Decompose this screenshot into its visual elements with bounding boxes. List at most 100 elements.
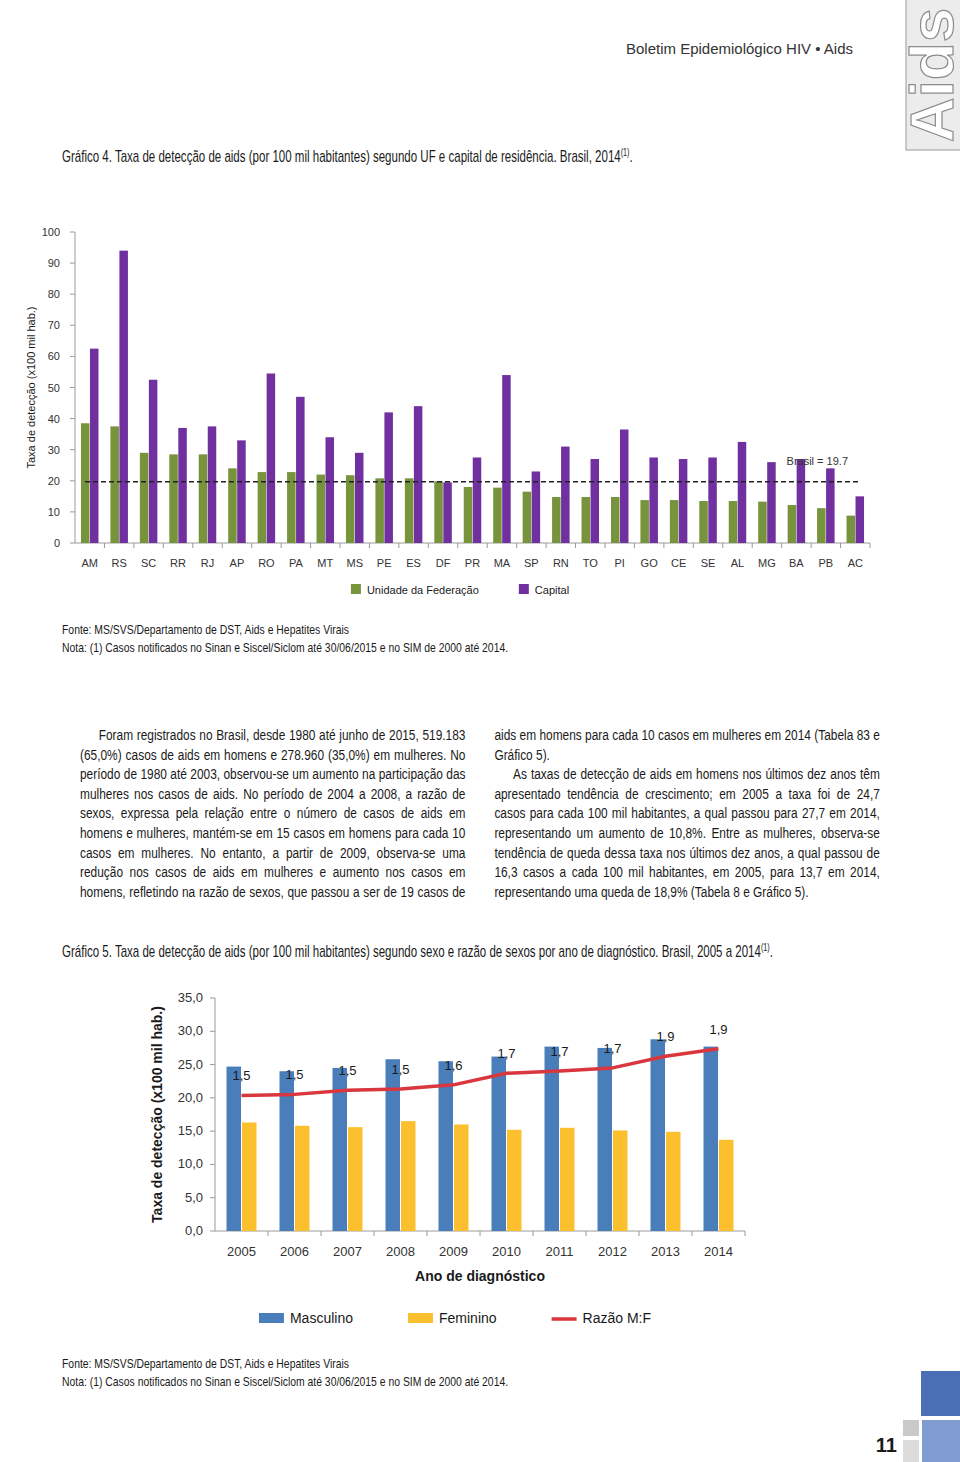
x-tick [163, 543, 164, 548]
bar [317, 475, 326, 543]
bar [729, 501, 738, 543]
x-tick-label: DF [436, 557, 451, 569]
x-tick-label: AP [230, 557, 245, 569]
bar [582, 497, 591, 543]
legend-swatch [408, 1313, 433, 1323]
x-tick-label: MG [758, 557, 776, 569]
x-tick [781, 543, 782, 548]
bar [473, 457, 482, 543]
x-tick-label: 2005 [227, 1244, 256, 1259]
bar [178, 428, 187, 543]
bar [699, 501, 708, 543]
y-tick [70, 387, 75, 388]
bar [228, 468, 237, 543]
bar [767, 462, 776, 543]
source: Fonte: MS/SVS/Departamento de DST, Aids … [62, 1356, 349, 1370]
bar [679, 459, 688, 543]
legend-swatch [259, 1313, 284, 1323]
data-label: 1,7 [497, 1046, 515, 1061]
y-tick [70, 480, 75, 481]
x-tick [586, 1231, 587, 1236]
data-label: 1,9 [709, 1022, 727, 1037]
x-tick [840, 543, 841, 548]
x-tick [133, 543, 134, 548]
note: Nota: (1) Casos notificados no Sinan e S… [62, 1374, 508, 1388]
x-tick [281, 543, 282, 548]
deco-square [922, 1420, 960, 1462]
note-group: Nota: (1) Casos notificados no Sinan e S… [62, 640, 508, 654]
x-tick [457, 543, 458, 548]
x-tick-label: RN [553, 557, 569, 569]
data-label: 1,7 [603, 1041, 621, 1056]
y-tick [210, 1097, 215, 1098]
x-tick-label: 2011 [546, 1244, 574, 1259]
x-tick [575, 543, 576, 548]
y-tick-label: 30,0 [178, 1023, 203, 1038]
bar [492, 1057, 507, 1231]
y-tick [210, 1231, 215, 1232]
bar [199, 454, 208, 543]
bar [704, 1047, 719, 1231]
note-group: Nota: (1) Casos notificados no Sinan e S… [62, 1374, 508, 1388]
y-tick [70, 543, 75, 544]
plot-marks [227, 1039, 734, 1231]
legend-label: Masculino [290, 1310, 353, 1326]
bar [242, 1122, 257, 1231]
x-tick [533, 1231, 534, 1236]
bar [454, 1124, 469, 1231]
y-tick-label: 5,0 [185, 1190, 203, 1205]
bar [386, 1059, 401, 1231]
body-text: Foram registrados no Brasil, desde 1980 … [80, 726, 880, 902]
y-tick-label: 25,0 [178, 1057, 203, 1072]
bar [434, 481, 443, 543]
bar [401, 1121, 416, 1231]
x-tick-label: RR [170, 557, 186, 569]
bar [598, 1048, 613, 1231]
y-tick [210, 1064, 215, 1065]
bar [797, 459, 806, 543]
x-tick [374, 1231, 375, 1236]
y-tick [70, 356, 75, 357]
chart-title: Gráfico 4. Taxa de detecção de aids (por… [62, 147, 633, 166]
legend-label: Unidade da Federação [367, 584, 479, 596]
bar [295, 1126, 310, 1231]
bar [267, 374, 276, 543]
y-tick-label: 0,0 [185, 1223, 203, 1238]
y-tick [70, 418, 75, 419]
y-tick-label: 35,0 [178, 990, 203, 1005]
deco-square [921, 1371, 960, 1416]
bar [826, 468, 835, 543]
bar [237, 440, 246, 543]
x-tick-label: 2013 [651, 1244, 680, 1259]
bar [346, 475, 355, 543]
y-tick [70, 449, 75, 450]
note: Nota: (1) Casos notificados no Sinan e S… [62, 640, 508, 654]
y-tick-label: 10,0 [178, 1156, 203, 1171]
bar [149, 380, 158, 543]
running-title: Boletim Epidemiológico HIV • Aids [626, 40, 853, 57]
deco-square [903, 1420, 919, 1436]
x-tick-label: PB [818, 557, 833, 569]
y-axis-label: Taxa de detecção (x100 mil hab.) [149, 1006, 165, 1223]
bar [670, 500, 679, 543]
y-tick-label: 40 [48, 413, 60, 425]
bar [375, 478, 384, 543]
x-tick-label: PA [289, 557, 304, 569]
data-label: 1,6 [444, 1058, 462, 1073]
bar [640, 500, 649, 543]
source-group: Fonte: MS/SVS/Departamento de DST, Aids … [62, 622, 349, 636]
y-tick [70, 294, 75, 295]
bar [414, 406, 423, 543]
bar [758, 502, 767, 543]
x-tick [398, 543, 399, 548]
title-end: . [770, 942, 773, 960]
x-tick [752, 543, 753, 548]
x-tick [480, 1231, 481, 1236]
page-number: 11 [876, 1434, 897, 1456]
y-tick-label: 0 [54, 537, 60, 549]
x-tick-label: RS [112, 557, 127, 569]
bar [119, 251, 128, 543]
y-tick [210, 1031, 215, 1032]
bar [140, 453, 149, 543]
x-tick-label: AC [848, 557, 863, 569]
